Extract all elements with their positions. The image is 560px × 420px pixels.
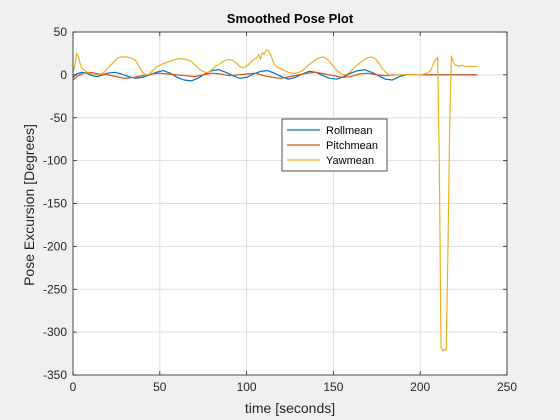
y-tick-label: -250 <box>43 282 67 296</box>
x-axis-label: time [seconds] <box>245 400 335 416</box>
chart-title: Smoothed Pose Plot <box>227 11 354 26</box>
series-line-pitchmean <box>72 71 478 81</box>
y-axis-label: Pose Excursion [Degrees] <box>21 124 37 286</box>
y-tick-label: -100 <box>43 154 67 168</box>
legend-label-rollmean: Rollmean <box>326 125 372 137</box>
y-tick-label: -50 <box>50 111 68 125</box>
x-tick-label: 100 <box>237 380 257 394</box>
axis-ticks: 0 50 100 150 200 250 50 0 -50 -100 -150 -200 -250 -30… <box>43 25 517 394</box>
x-tick-label: 150 <box>323 380 343 394</box>
y-tick-label: -350 <box>43 368 67 382</box>
y-tick-label: -150 <box>43 197 67 211</box>
y-tick-label: -300 <box>43 325 67 339</box>
y-tick-label: 0 <box>60 68 67 82</box>
x-tick-label: 200 <box>410 380 430 394</box>
series-line-rollmean <box>72 69 478 82</box>
legend-label-pitchmean: Pitchmean <box>326 140 378 152</box>
x-tick-label: 250 <box>497 380 517 394</box>
series-line-yawmean <box>72 49 478 352</box>
x-tick-label: 50 <box>153 380 167 394</box>
series-lines <box>72 49 478 352</box>
legend[interactable]: Rollmean Pitchmean Yawmean <box>281 118 388 172</box>
y-tick-label: 50 <box>54 25 68 39</box>
y-tick-label: -200 <box>43 239 67 253</box>
legend-label-yawmean: Yawmean <box>326 155 374 167</box>
x-tick-label: 0 <box>70 380 77 394</box>
